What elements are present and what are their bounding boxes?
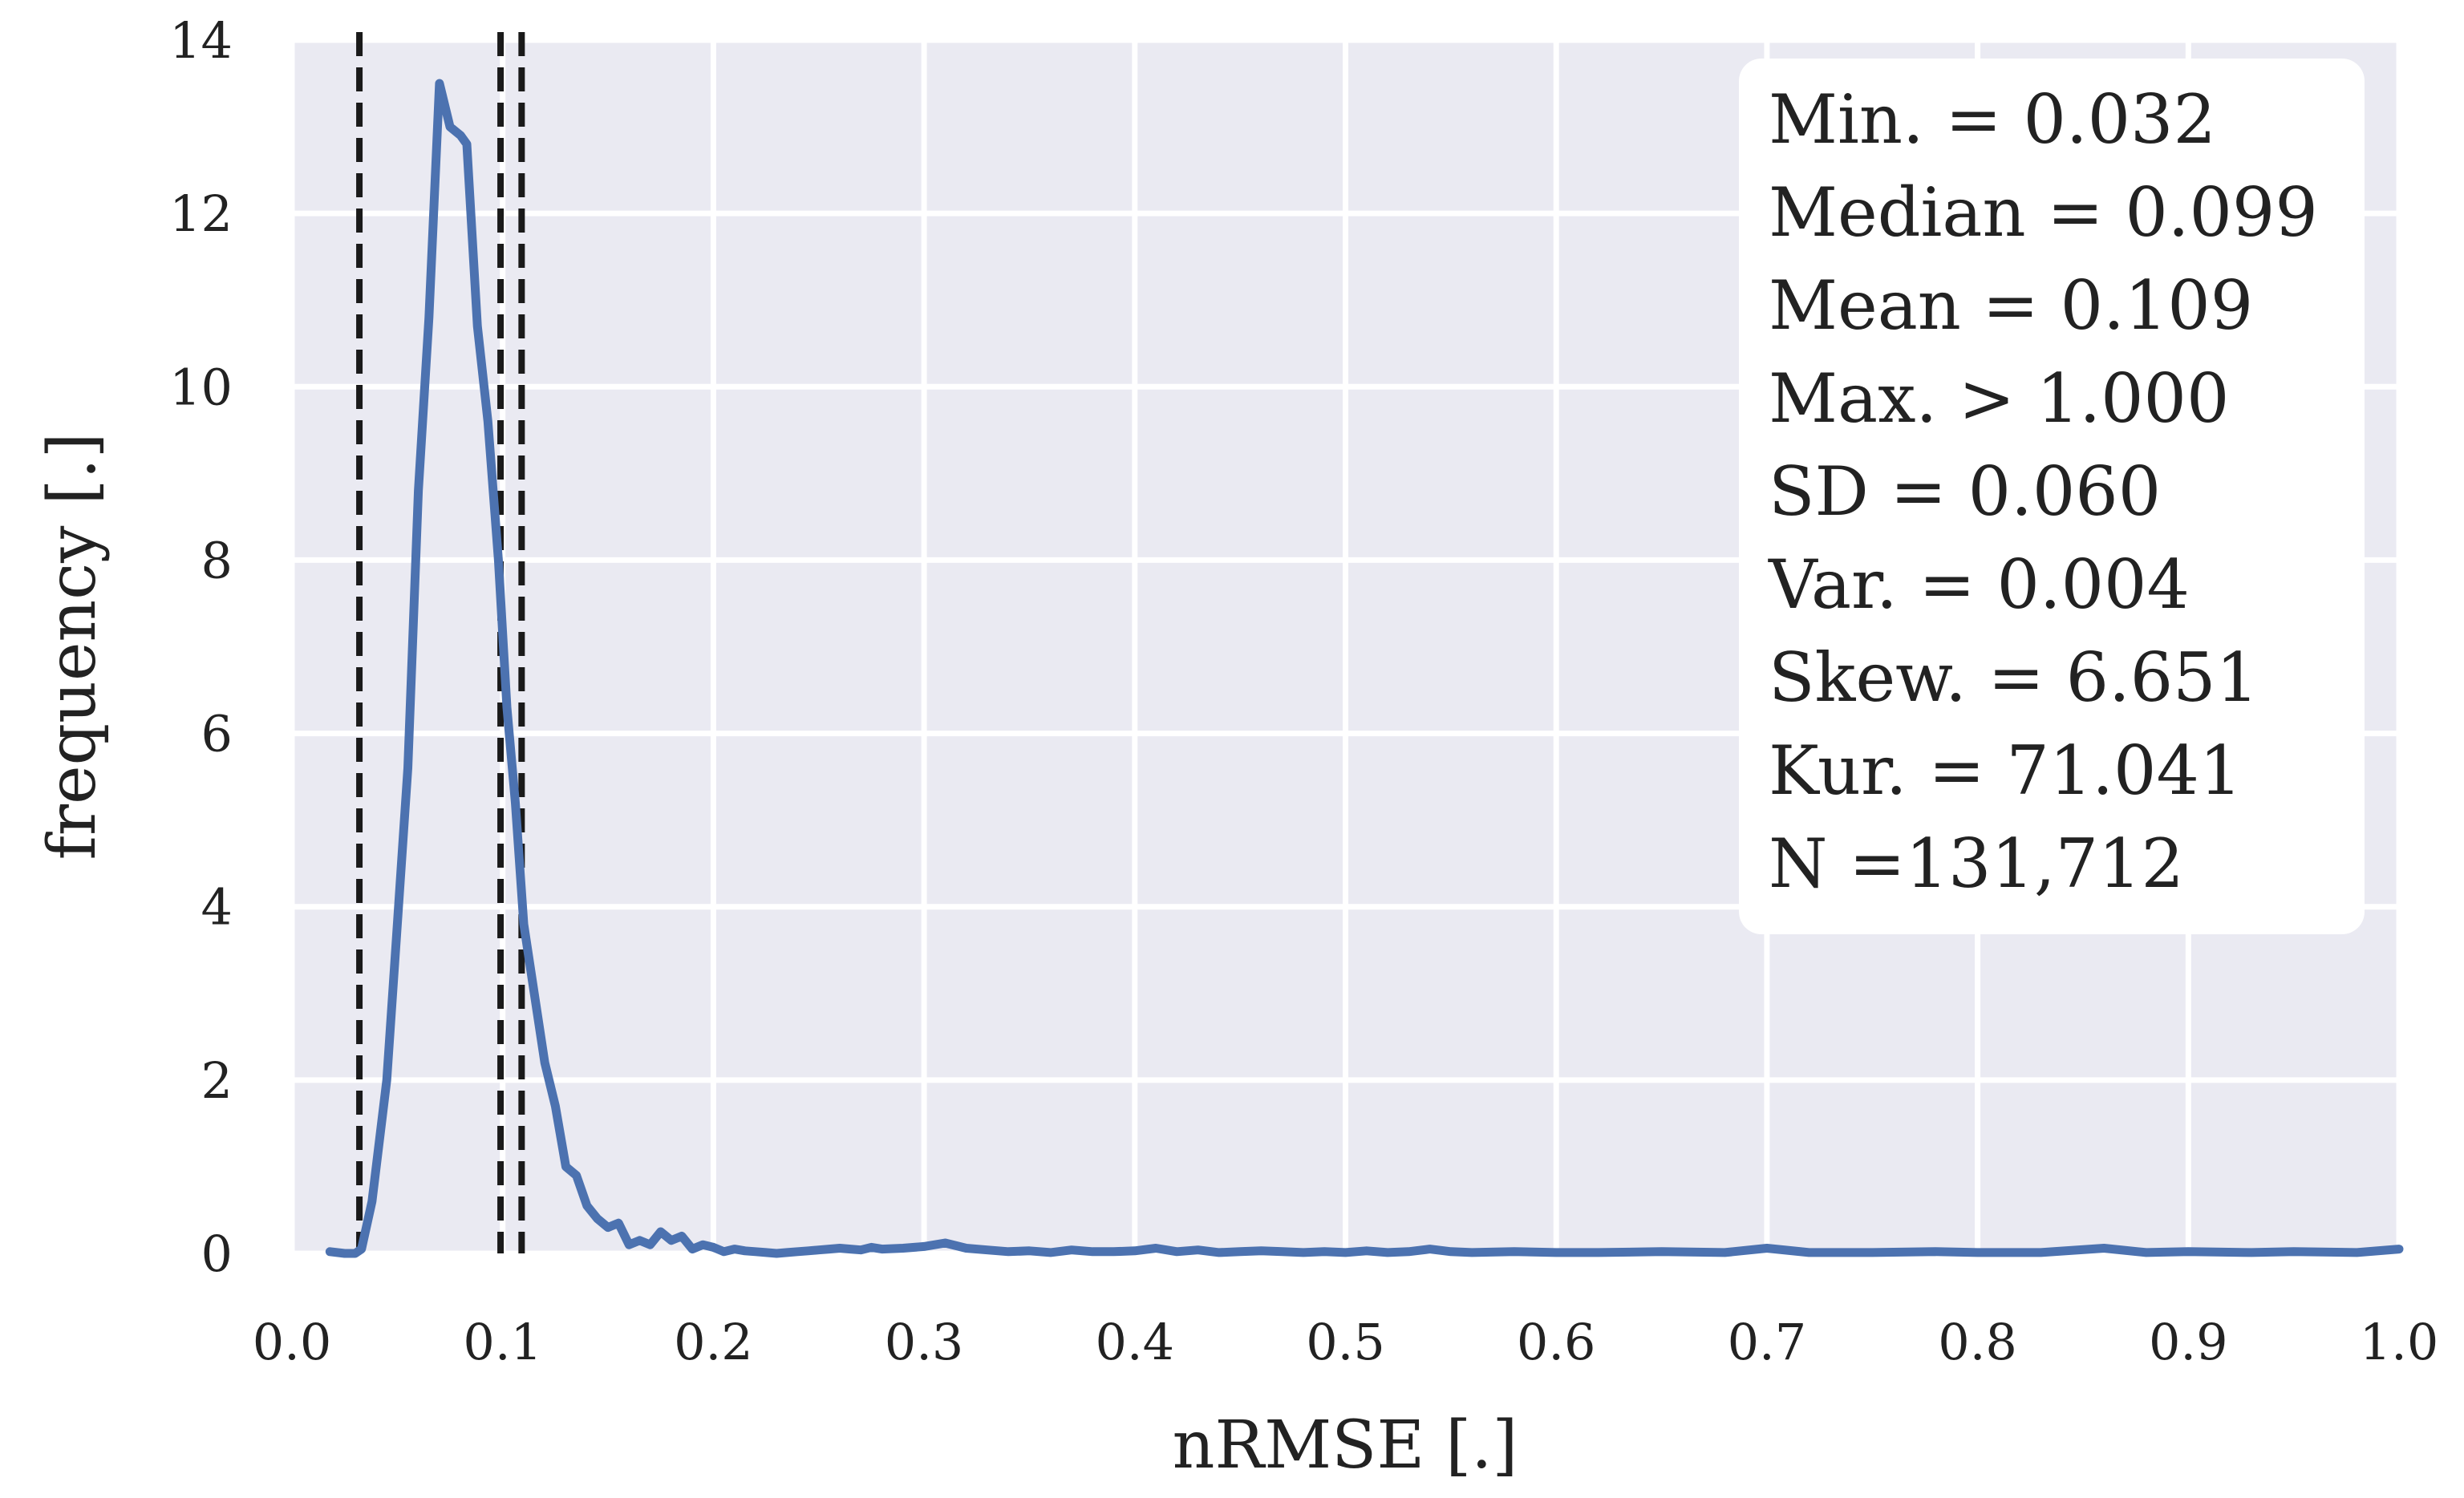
y-tick-label: 2	[201, 1051, 233, 1110]
x-tick-label: 1.0	[2360, 1313, 2439, 1371]
stats-line: N =131,712	[1769, 824, 2184, 903]
x-axis-label: nRMSE [.]	[1173, 1407, 1518, 1484]
series-line	[325, 79, 2404, 1258]
x-tick-label: 0.7	[1728, 1313, 1807, 1371]
y-axis-label: frequency [.]	[34, 432, 111, 860]
x-tick-label: 0.9	[2149, 1313, 2228, 1371]
x-tick-label: 0.2	[674, 1313, 753, 1371]
x-tick-label: 0.4	[1095, 1313, 1174, 1371]
x-tick-label: 0.6	[1517, 1313, 1596, 1371]
y-tick-label: 6	[201, 705, 233, 763]
stats-line: Median = 0.099	[1769, 173, 2318, 252]
stats-line: Kur. = 71.041	[1769, 731, 2242, 810]
x-tick-label: 0.0	[253, 1313, 332, 1371]
y-tick-labels: 0 2 4 6 8 10 12 14	[169, 11, 233, 1283]
stats-box-frame	[1739, 59, 2365, 934]
x-tick-label: 0.1	[463, 1313, 542, 1371]
series-group	[325, 79, 2404, 1258]
stats-line: Max. > 1.000	[1769, 359, 2229, 438]
y-tick-label: 12	[169, 184, 233, 243]
stats-box: Min. = 0.032 Median = 0.099 Mean = 0.109 Ma…	[1739, 59, 2365, 934]
x-tick-label: 0.3	[885, 1313, 964, 1371]
stats-line: Min. = 0.032	[1769, 80, 2216, 159]
x-tick-label: 0.5	[1306, 1313, 1385, 1371]
stats-line: SD = 0.060	[1769, 452, 2161, 531]
y-tick-label: 4	[201, 878, 233, 937]
stats-line: Var. = 0.004	[1768, 545, 2190, 624]
stats-lines: Min. = 0.032 Median = 0.099 Mean = 0.109 Ma…	[1768, 80, 2318, 903]
x-tick-label: 0.8	[1938, 1313, 2017, 1371]
y-tick-label: 10	[169, 358, 233, 416]
stats-line: Skew. = 6.651	[1769, 638, 2259, 717]
y-tick-label: 8	[201, 531, 233, 589]
x-tick-labels: 0.0 0.1 0.2 0.3 0.4 0.5 0.6 0.7 0.8 0.9 1.0	[253, 1313, 2439, 1371]
y-tick-label: 14	[169, 11, 233, 70]
y-tick-label: 0	[201, 1225, 233, 1283]
stats-line: Mean = 0.109	[1769, 266, 2253, 345]
